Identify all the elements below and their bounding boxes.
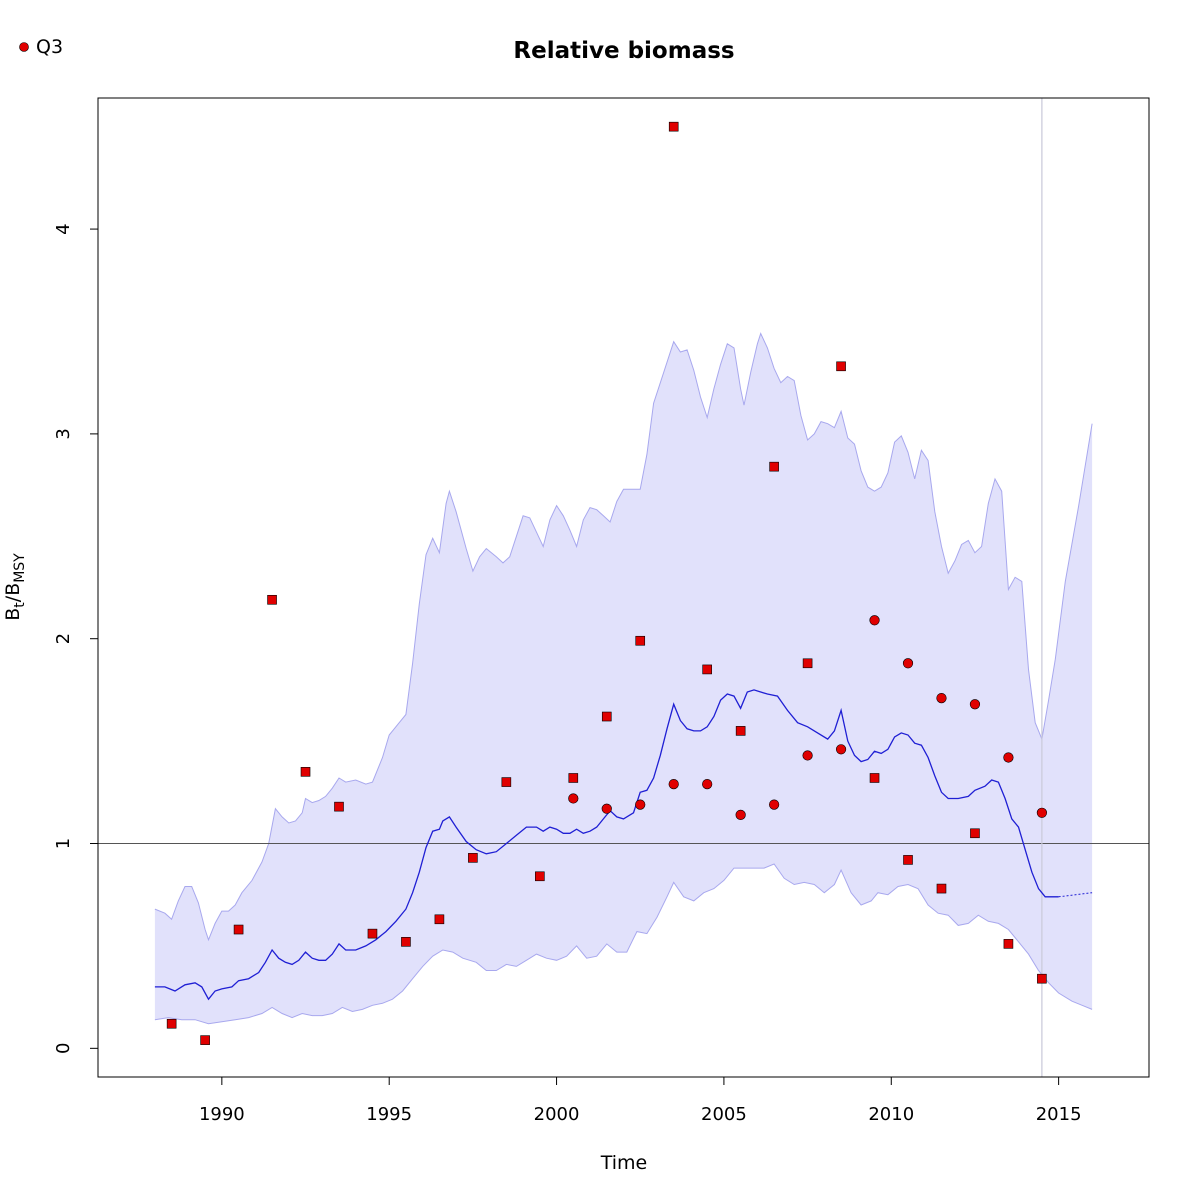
y-tick-label: 2 bbox=[53, 633, 74, 644]
circle-point bbox=[769, 799, 780, 810]
circle-point bbox=[668, 779, 679, 790]
square-point bbox=[601, 711, 612, 722]
circle-point bbox=[969, 699, 981, 710]
square-point bbox=[802, 658, 813, 669]
estimate-line bbox=[154, 689, 1059, 1001]
square-point bbox=[970, 828, 980, 839]
estimate-series bbox=[154, 689, 1093, 1001]
square-point bbox=[267, 594, 277, 605]
legend-marker-q3 bbox=[19, 42, 29, 52]
y-tick-label: 1 bbox=[53, 838, 74, 849]
x-axis-title: Time bbox=[600, 1152, 648, 1174]
circle-point bbox=[1003, 752, 1014, 763]
square-point bbox=[1037, 973, 1047, 984]
square-point bbox=[903, 855, 913, 865]
circle-point bbox=[635, 799, 646, 810]
y-tick-label: 3 bbox=[53, 428, 74, 439]
square-point bbox=[233, 924, 244, 935]
legend: Q3 bbox=[19, 36, 63, 58]
circle-point bbox=[802, 750, 813, 761]
square-point bbox=[434, 914, 445, 925]
circle-point bbox=[735, 809, 746, 820]
observation-points bbox=[166, 121, 1047, 1045]
circle-point bbox=[1036, 807, 1047, 818]
circle-point bbox=[568, 793, 579, 804]
reference-lines bbox=[98, 98, 1149, 1077]
x-axis: 1990 1995 2000 2005 2010 2015 bbox=[199, 1076, 1082, 1125]
x-tick-label: 2005 bbox=[701, 1104, 747, 1125]
chart-title: Relative biomass bbox=[513, 38, 734, 64]
circle-point bbox=[902, 658, 914, 669]
square-point bbox=[702, 664, 712, 675]
x-tick-label: 1990 bbox=[199, 1104, 245, 1125]
y-axis-title-slash: /B bbox=[2, 583, 24, 602]
circle-point bbox=[702, 779, 713, 790]
y-tick-label: 4 bbox=[53, 223, 74, 234]
y-axis-title-sub1: t bbox=[12, 602, 28, 608]
circle-point bbox=[869, 615, 880, 626]
square-point bbox=[501, 777, 512, 787]
projection-line bbox=[1058, 892, 1093, 898]
x-tick-label: 1995 bbox=[366, 1104, 412, 1125]
circle-point bbox=[936, 692, 947, 704]
square-point bbox=[1003, 939, 1014, 949]
band-area bbox=[154, 333, 1093, 1024]
square-point bbox=[334, 801, 344, 812]
band-lower-edge bbox=[154, 863, 1093, 1025]
y-axis: 0 1 2 3 4 bbox=[53, 223, 99, 1054]
square-point bbox=[836, 361, 846, 372]
square-point bbox=[936, 883, 947, 894]
y-axis-title-main: B bbox=[2, 608, 24, 621]
square-point bbox=[635, 635, 646, 646]
square-point bbox=[300, 767, 311, 777]
square-point bbox=[568, 773, 579, 783]
square-point bbox=[468, 853, 478, 863]
square-point bbox=[367, 928, 378, 939]
band-upper-edge bbox=[154, 332, 1093, 942]
circle-point bbox=[601, 803, 612, 814]
legend-label-q3: Q3 bbox=[36, 36, 63, 58]
x-tick-label: 2010 bbox=[868, 1104, 914, 1125]
square-point bbox=[869, 773, 880, 783]
square-point bbox=[769, 461, 779, 472]
y-tick-label: 0 bbox=[53, 1043, 74, 1054]
y-axis-title: Bt/BMSY bbox=[2, 553, 28, 621]
square-point bbox=[668, 121, 679, 132]
square-point bbox=[200, 1035, 210, 1045]
y-axis-title-sub2: MSY bbox=[12, 553, 28, 583]
square-point bbox=[401, 937, 411, 947]
square-point bbox=[535, 871, 545, 882]
x-tick-label: 2000 bbox=[534, 1104, 580, 1125]
confidence-band bbox=[154, 332, 1093, 1025]
x-tick-label: 2015 bbox=[1036, 1104, 1082, 1125]
square-point bbox=[166, 1018, 177, 1029]
square-point bbox=[735, 726, 746, 736]
circle-point bbox=[835, 744, 847, 755]
